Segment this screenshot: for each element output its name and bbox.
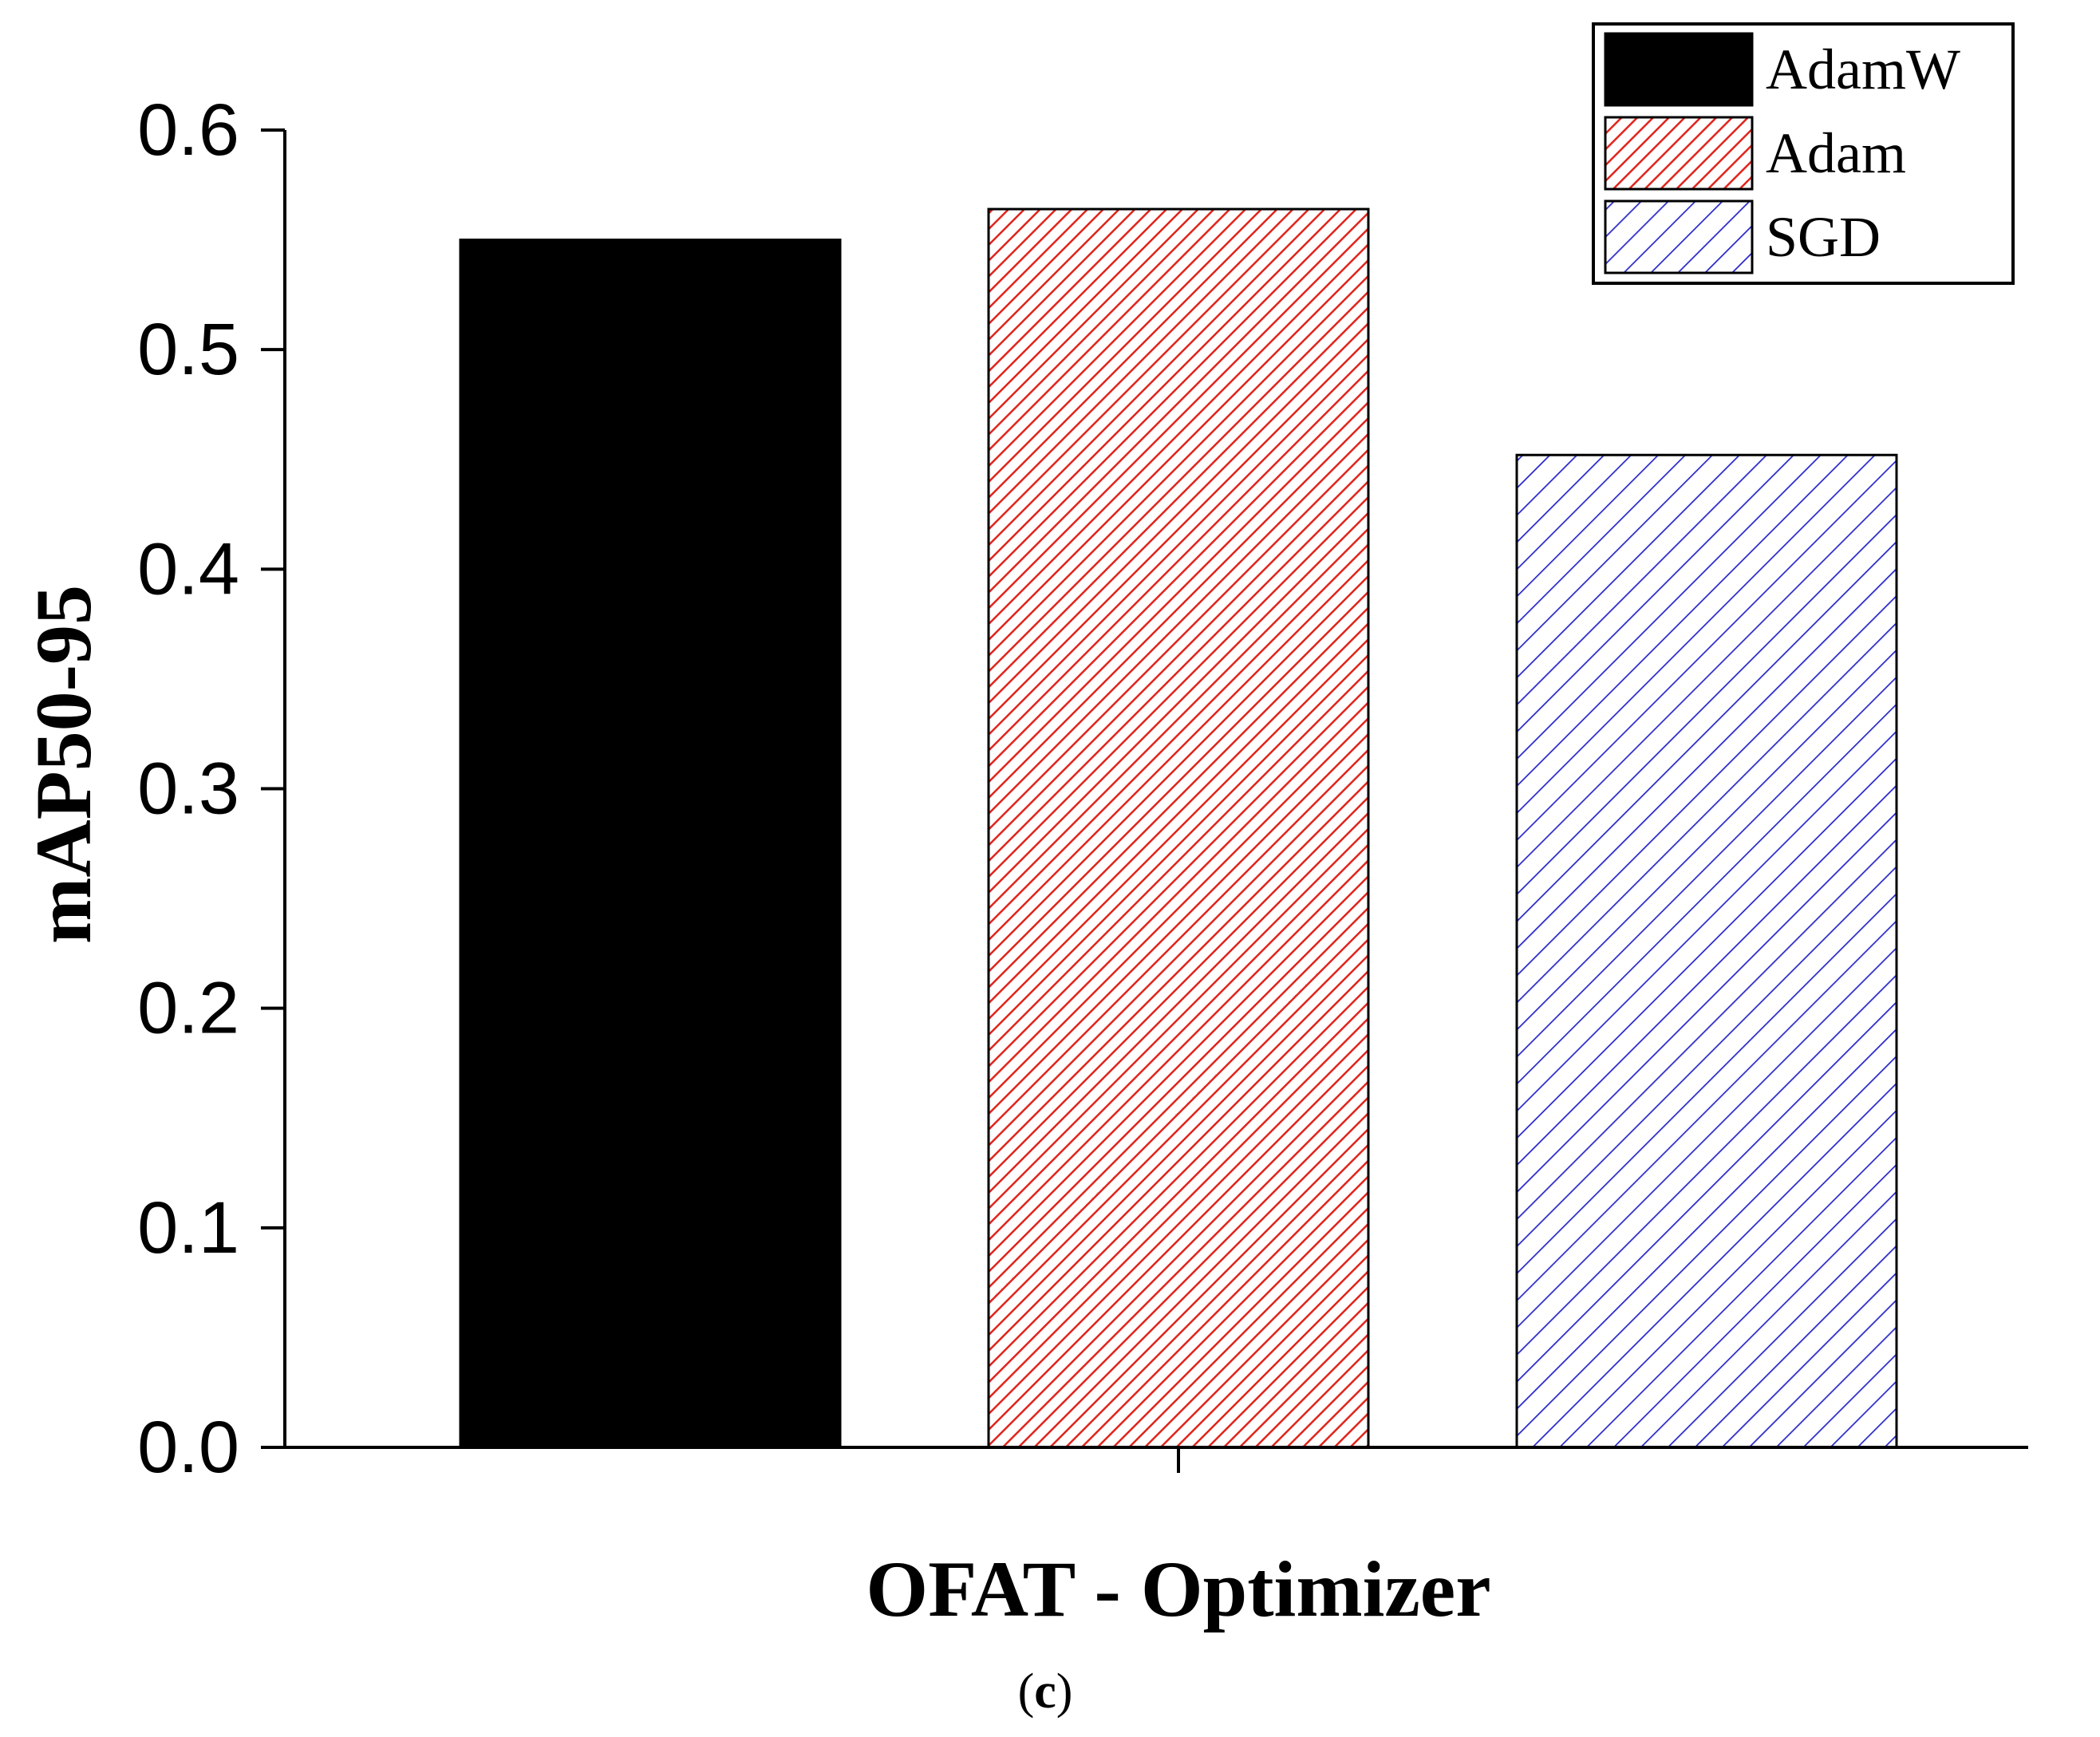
y-tick-label-0.5: 0.5 [137, 309, 239, 390]
legend-label-adam: Adam [1766, 121, 1906, 185]
legend: AdamW Adam SGD [1592, 22, 2015, 285]
legend-label-adamw: AdamW [1766, 38, 1960, 101]
bar-sgd [1515, 453, 1898, 1449]
panel-label: (c) [1018, 1664, 1073, 1719]
y-tick-label-0.0: 0.0 [137, 1407, 239, 1488]
legend-swatch-adam [1604, 116, 1754, 191]
bar-adam [987, 207, 1370, 1449]
bars-group [459, 207, 1898, 1449]
y-tick-label-0.2: 0.2 [137, 968, 239, 1049]
bar-adamw [459, 239, 842, 1449]
y-axis-title: mAP50-95 [19, 585, 108, 944]
y-tick-label-0.4: 0.4 [137, 528, 239, 610]
y-tick-label-0.3: 0.3 [137, 748, 239, 830]
legend-swatch-sgd [1604, 199, 1754, 274]
y-tick-label-0.6: 0.6 [137, 89, 239, 171]
y-tick-label-0.1: 0.1 [137, 1187, 239, 1269]
panel-label-close: ) [1056, 1664, 1073, 1719]
panel-label-open: ( [1018, 1664, 1035, 1719]
y-ticks-group: 0.0 0.1 0.2 0.3 0.4 0.5 0.6 [137, 89, 285, 1488]
legend-swatch-adamw [1604, 32, 1754, 107]
panel-label-letter: c [1034, 1664, 1056, 1719]
legend-label-sgd: SGD [1766, 205, 1881, 269]
x-axis-title: OFAT - Optimizer [866, 1545, 1490, 1633]
